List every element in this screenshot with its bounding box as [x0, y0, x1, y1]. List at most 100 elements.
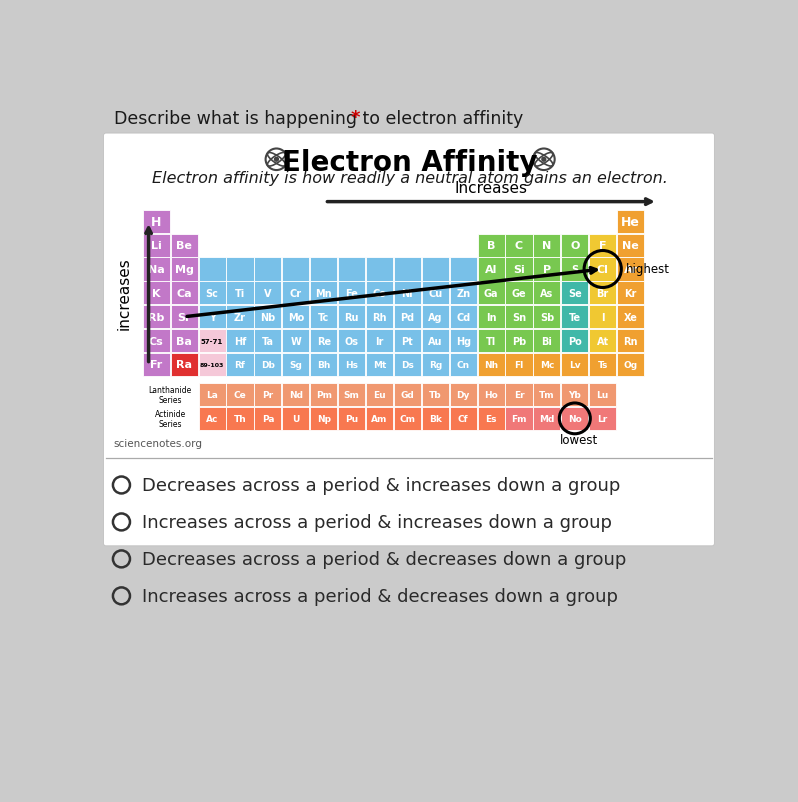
- FancyBboxPatch shape: [366, 258, 393, 282]
- FancyBboxPatch shape: [533, 234, 560, 257]
- Text: Sm: Sm: [344, 391, 360, 399]
- FancyBboxPatch shape: [561, 234, 588, 257]
- Text: N: N: [543, 241, 551, 251]
- Text: Pd: Pd: [401, 312, 414, 322]
- Text: Y: Y: [208, 312, 215, 322]
- Text: Cs: Cs: [149, 336, 164, 346]
- Text: Cu: Cu: [429, 289, 442, 298]
- FancyBboxPatch shape: [449, 354, 476, 377]
- FancyBboxPatch shape: [282, 354, 310, 377]
- FancyBboxPatch shape: [255, 354, 282, 377]
- Text: Decreases across a period & increases down a group: Decreases across a period & increases do…: [142, 476, 621, 494]
- FancyBboxPatch shape: [338, 354, 365, 377]
- FancyBboxPatch shape: [533, 383, 560, 407]
- Text: Li: Li: [151, 241, 162, 251]
- FancyBboxPatch shape: [422, 330, 449, 353]
- Text: V: V: [264, 289, 271, 298]
- Text: Pm: Pm: [316, 391, 332, 399]
- Text: Ge: Ge: [512, 289, 527, 298]
- Text: Ce: Ce: [234, 391, 247, 399]
- FancyBboxPatch shape: [561, 407, 588, 431]
- FancyBboxPatch shape: [533, 282, 560, 305]
- Text: Te: Te: [569, 312, 581, 322]
- Text: Ar: Ar: [623, 265, 638, 274]
- FancyBboxPatch shape: [449, 258, 476, 282]
- Text: At: At: [597, 336, 609, 346]
- FancyBboxPatch shape: [199, 282, 226, 305]
- FancyBboxPatch shape: [533, 354, 560, 377]
- Text: Hg: Hg: [456, 336, 471, 346]
- Text: Au: Au: [428, 336, 443, 346]
- FancyBboxPatch shape: [477, 258, 504, 282]
- Text: Pt: Pt: [401, 336, 413, 346]
- FancyBboxPatch shape: [366, 354, 393, 377]
- Text: Lv: Lv: [569, 361, 581, 370]
- Text: Tc: Tc: [318, 312, 330, 322]
- Text: Og: Og: [623, 361, 638, 370]
- FancyBboxPatch shape: [477, 234, 504, 257]
- Text: Lanthanide
Series: Lanthanide Series: [148, 385, 192, 405]
- Text: Dy: Dy: [456, 391, 470, 399]
- Text: Mo: Mo: [288, 312, 304, 322]
- Text: Ba: Ba: [176, 336, 192, 346]
- Text: Ga: Ga: [484, 289, 499, 298]
- Text: Rb: Rb: [148, 312, 164, 322]
- FancyBboxPatch shape: [422, 383, 449, 407]
- FancyBboxPatch shape: [422, 306, 449, 329]
- FancyBboxPatch shape: [227, 407, 254, 431]
- Text: Ni: Ni: [401, 289, 413, 298]
- Circle shape: [542, 158, 546, 162]
- FancyBboxPatch shape: [171, 354, 198, 377]
- FancyBboxPatch shape: [505, 354, 532, 377]
- Text: sciencenotes.org: sciencenotes.org: [113, 439, 203, 449]
- FancyBboxPatch shape: [589, 306, 616, 329]
- Text: K: K: [152, 289, 160, 298]
- Text: Increases across a period & decreases down a group: Increases across a period & decreases do…: [142, 587, 618, 605]
- FancyBboxPatch shape: [561, 282, 588, 305]
- FancyBboxPatch shape: [255, 383, 282, 407]
- Text: Na: Na: [148, 265, 164, 274]
- Text: Xe: Xe: [624, 312, 638, 322]
- Text: Fr: Fr: [150, 360, 163, 370]
- Text: Ho: Ho: [484, 391, 498, 399]
- FancyBboxPatch shape: [338, 407, 365, 431]
- FancyBboxPatch shape: [227, 282, 254, 305]
- FancyBboxPatch shape: [143, 210, 170, 233]
- FancyBboxPatch shape: [422, 354, 449, 377]
- FancyBboxPatch shape: [199, 258, 226, 282]
- FancyBboxPatch shape: [199, 306, 226, 329]
- FancyBboxPatch shape: [310, 282, 338, 305]
- FancyBboxPatch shape: [394, 407, 421, 431]
- FancyBboxPatch shape: [310, 354, 338, 377]
- FancyBboxPatch shape: [589, 354, 616, 377]
- FancyBboxPatch shape: [533, 330, 560, 353]
- Text: Os: Os: [345, 336, 358, 346]
- Text: Tb: Tb: [429, 391, 441, 399]
- FancyBboxPatch shape: [394, 383, 421, 407]
- Text: Br: Br: [597, 289, 609, 298]
- FancyBboxPatch shape: [171, 234, 198, 257]
- FancyBboxPatch shape: [505, 383, 532, 407]
- FancyBboxPatch shape: [282, 407, 310, 431]
- FancyBboxPatch shape: [338, 306, 365, 329]
- FancyBboxPatch shape: [394, 330, 421, 353]
- FancyBboxPatch shape: [477, 282, 504, 305]
- Text: Am: Am: [371, 415, 388, 423]
- Text: Pu: Pu: [345, 415, 358, 423]
- FancyBboxPatch shape: [310, 407, 338, 431]
- Text: Pr: Pr: [263, 391, 274, 399]
- Text: Pa: Pa: [262, 415, 275, 423]
- Text: 89-103: 89-103: [200, 363, 224, 367]
- Text: Co: Co: [373, 289, 386, 298]
- Text: 57-71: 57-71: [201, 338, 223, 344]
- FancyBboxPatch shape: [589, 258, 616, 282]
- FancyBboxPatch shape: [255, 258, 282, 282]
- FancyBboxPatch shape: [143, 282, 170, 305]
- Text: Sn: Sn: [512, 312, 526, 322]
- FancyBboxPatch shape: [199, 330, 226, 353]
- FancyBboxPatch shape: [199, 383, 226, 407]
- Text: Mt: Mt: [373, 361, 386, 370]
- FancyBboxPatch shape: [617, 234, 644, 257]
- FancyBboxPatch shape: [227, 383, 254, 407]
- Text: Decreases across a period & decreases down a group: Decreases across a period & decreases do…: [142, 550, 626, 568]
